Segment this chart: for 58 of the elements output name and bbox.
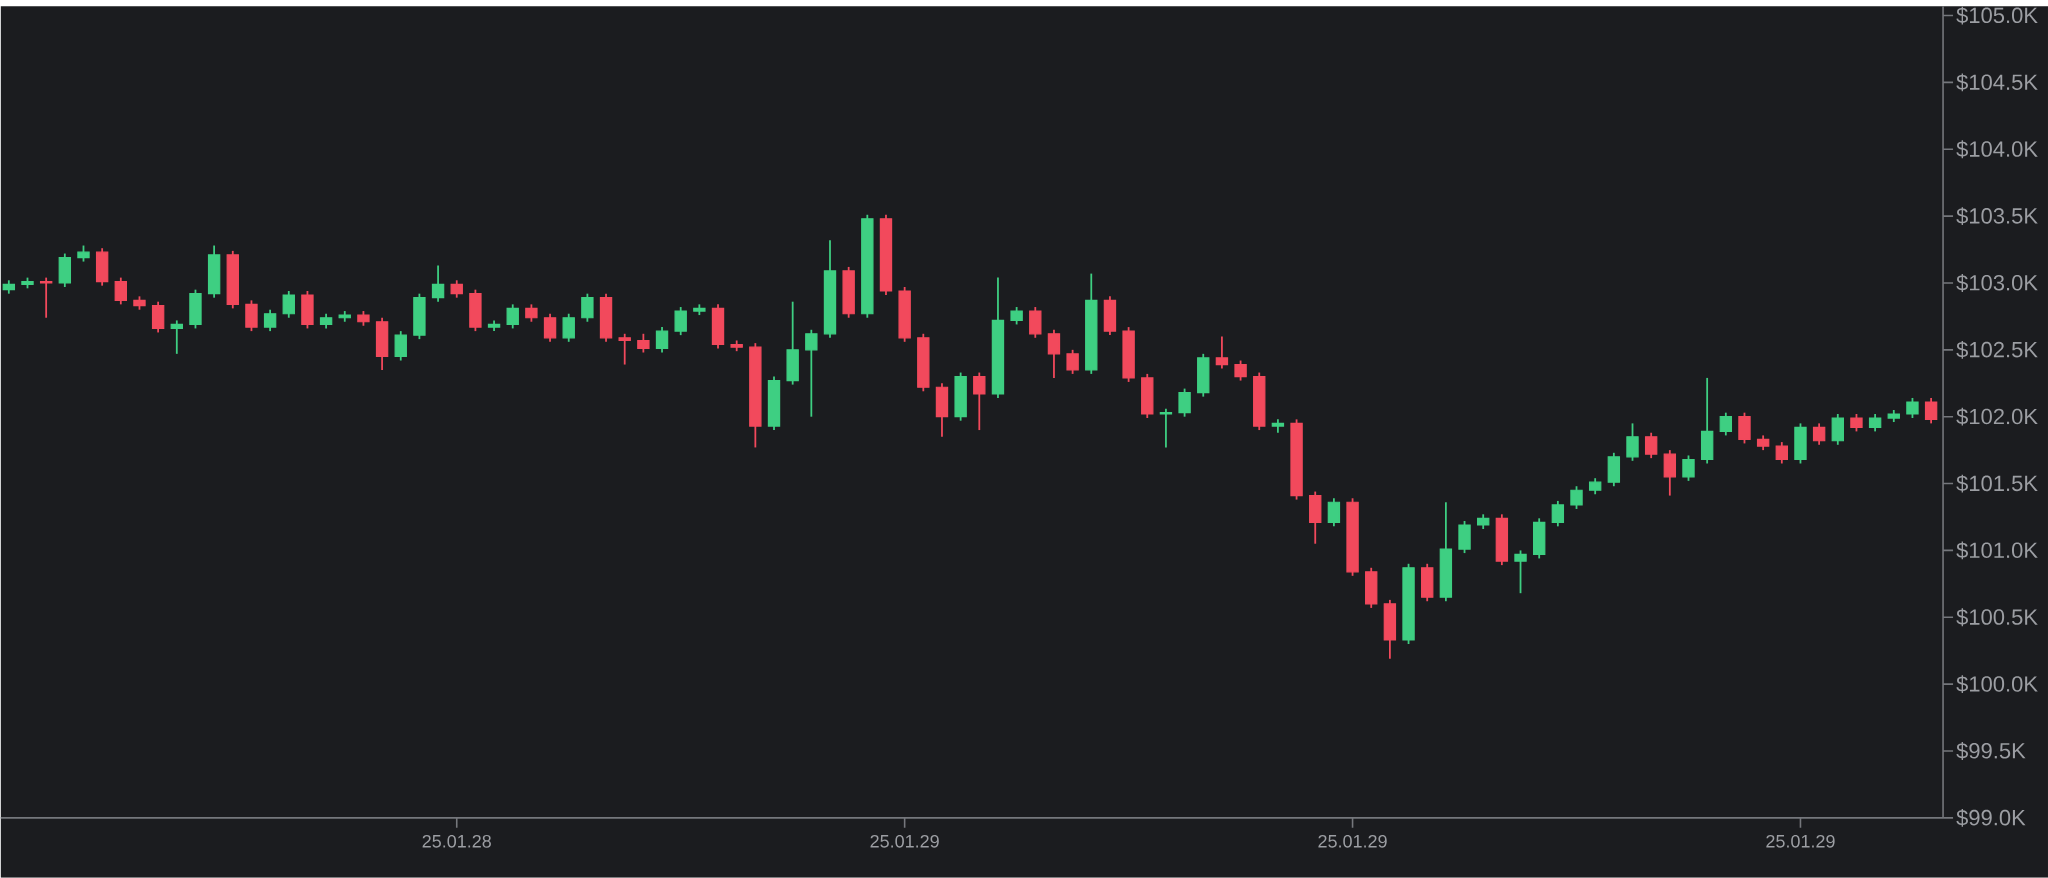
- y-tick-label: $99.5K: [1956, 742, 2026, 760]
- candlestick: [1215, 335, 1229, 370]
- candlestick: [1234, 359, 1247, 382]
- candlestick: [1047, 328, 1061, 379]
- x-tick-label: 25.01.29: [1766, 834, 1835, 848]
- y-tick-label: $101.5K: [1956, 474, 2038, 493]
- y-tick-label: $103.5K: [1956, 207, 2038, 226]
- candlestick: [1178, 387, 1191, 418]
- candlestick: [1812, 422, 1826, 446]
- candlestick: [1924, 397, 1938, 425]
- y-tick-label: $99.0K: [1956, 809, 2026, 827]
- x-tick-label: 25.01.28: [422, 834, 491, 848]
- y-tick-label: $102.0K: [1956, 407, 2038, 426]
- y-tick-label: $103.0K: [1956, 274, 2038, 292]
- y-tick-label: $101.0K: [1956, 541, 2038, 560]
- y-tick-label: $104.5K: [1956, 73, 2038, 92]
- candlestick: [973, 371, 986, 432]
- candlestick: [1029, 306, 1042, 339]
- candlestick: [1682, 454, 1695, 482]
- candlestick: [674, 306, 687, 337]
- candlestick: [1551, 500, 1565, 528]
- y-tick-label: $100.0K: [1956, 675, 2038, 694]
- candlestick: [431, 264, 445, 303]
- candlestick: [1738, 411, 1751, 445]
- candlestick: [245, 299, 258, 333]
- candlestick: [170, 319, 183, 355]
- candlestick: [581, 292, 594, 323]
- candlestick: [562, 312, 575, 343]
- candlestick: [1626, 422, 1639, 462]
- candlestick: [543, 312, 557, 343]
- y-tick-label: $102.5K: [1956, 341, 2038, 359]
- candlestick: [1514, 549, 1527, 595]
- candlestick: [506, 303, 519, 330]
- candlestick: [1906, 397, 1919, 420]
- candlestick: [151, 300, 165, 334]
- candlestick: [1663, 449, 1677, 497]
- candlestick: [805, 328, 818, 418]
- candlestick: [282, 290, 295, 319]
- candlestick: [114, 276, 128, 306]
- candlestick: [1570, 485, 1583, 510]
- candlestick: [1719, 411, 1733, 437]
- candlestick: [394, 330, 407, 362]
- candlestick: [39, 276, 53, 319]
- candlestick: [1775, 441, 1788, 465]
- candlestick: [655, 326, 669, 354]
- candlestick: [1644, 431, 1658, 460]
- candlestick: [1159, 407, 1173, 449]
- x-tick-label: 25.01.29: [870, 834, 939, 848]
- candlestick: [637, 332, 650, 354]
- y-tick-label: $100.5K: [1956, 608, 2038, 627]
- y-tick-label: $104.0K: [1956, 140, 2038, 159]
- candlestick: [1066, 349, 1079, 375]
- candlestick: [618, 332, 631, 366]
- candlestick: [263, 308, 277, 333]
- candlestick: [1831, 413, 1844, 446]
- candlestick: [1327, 497, 1341, 528]
- x-tick-label: 25.01.29: [1318, 834, 1387, 848]
- y-tick-label: $105.0K: [1956, 6, 2038, 25]
